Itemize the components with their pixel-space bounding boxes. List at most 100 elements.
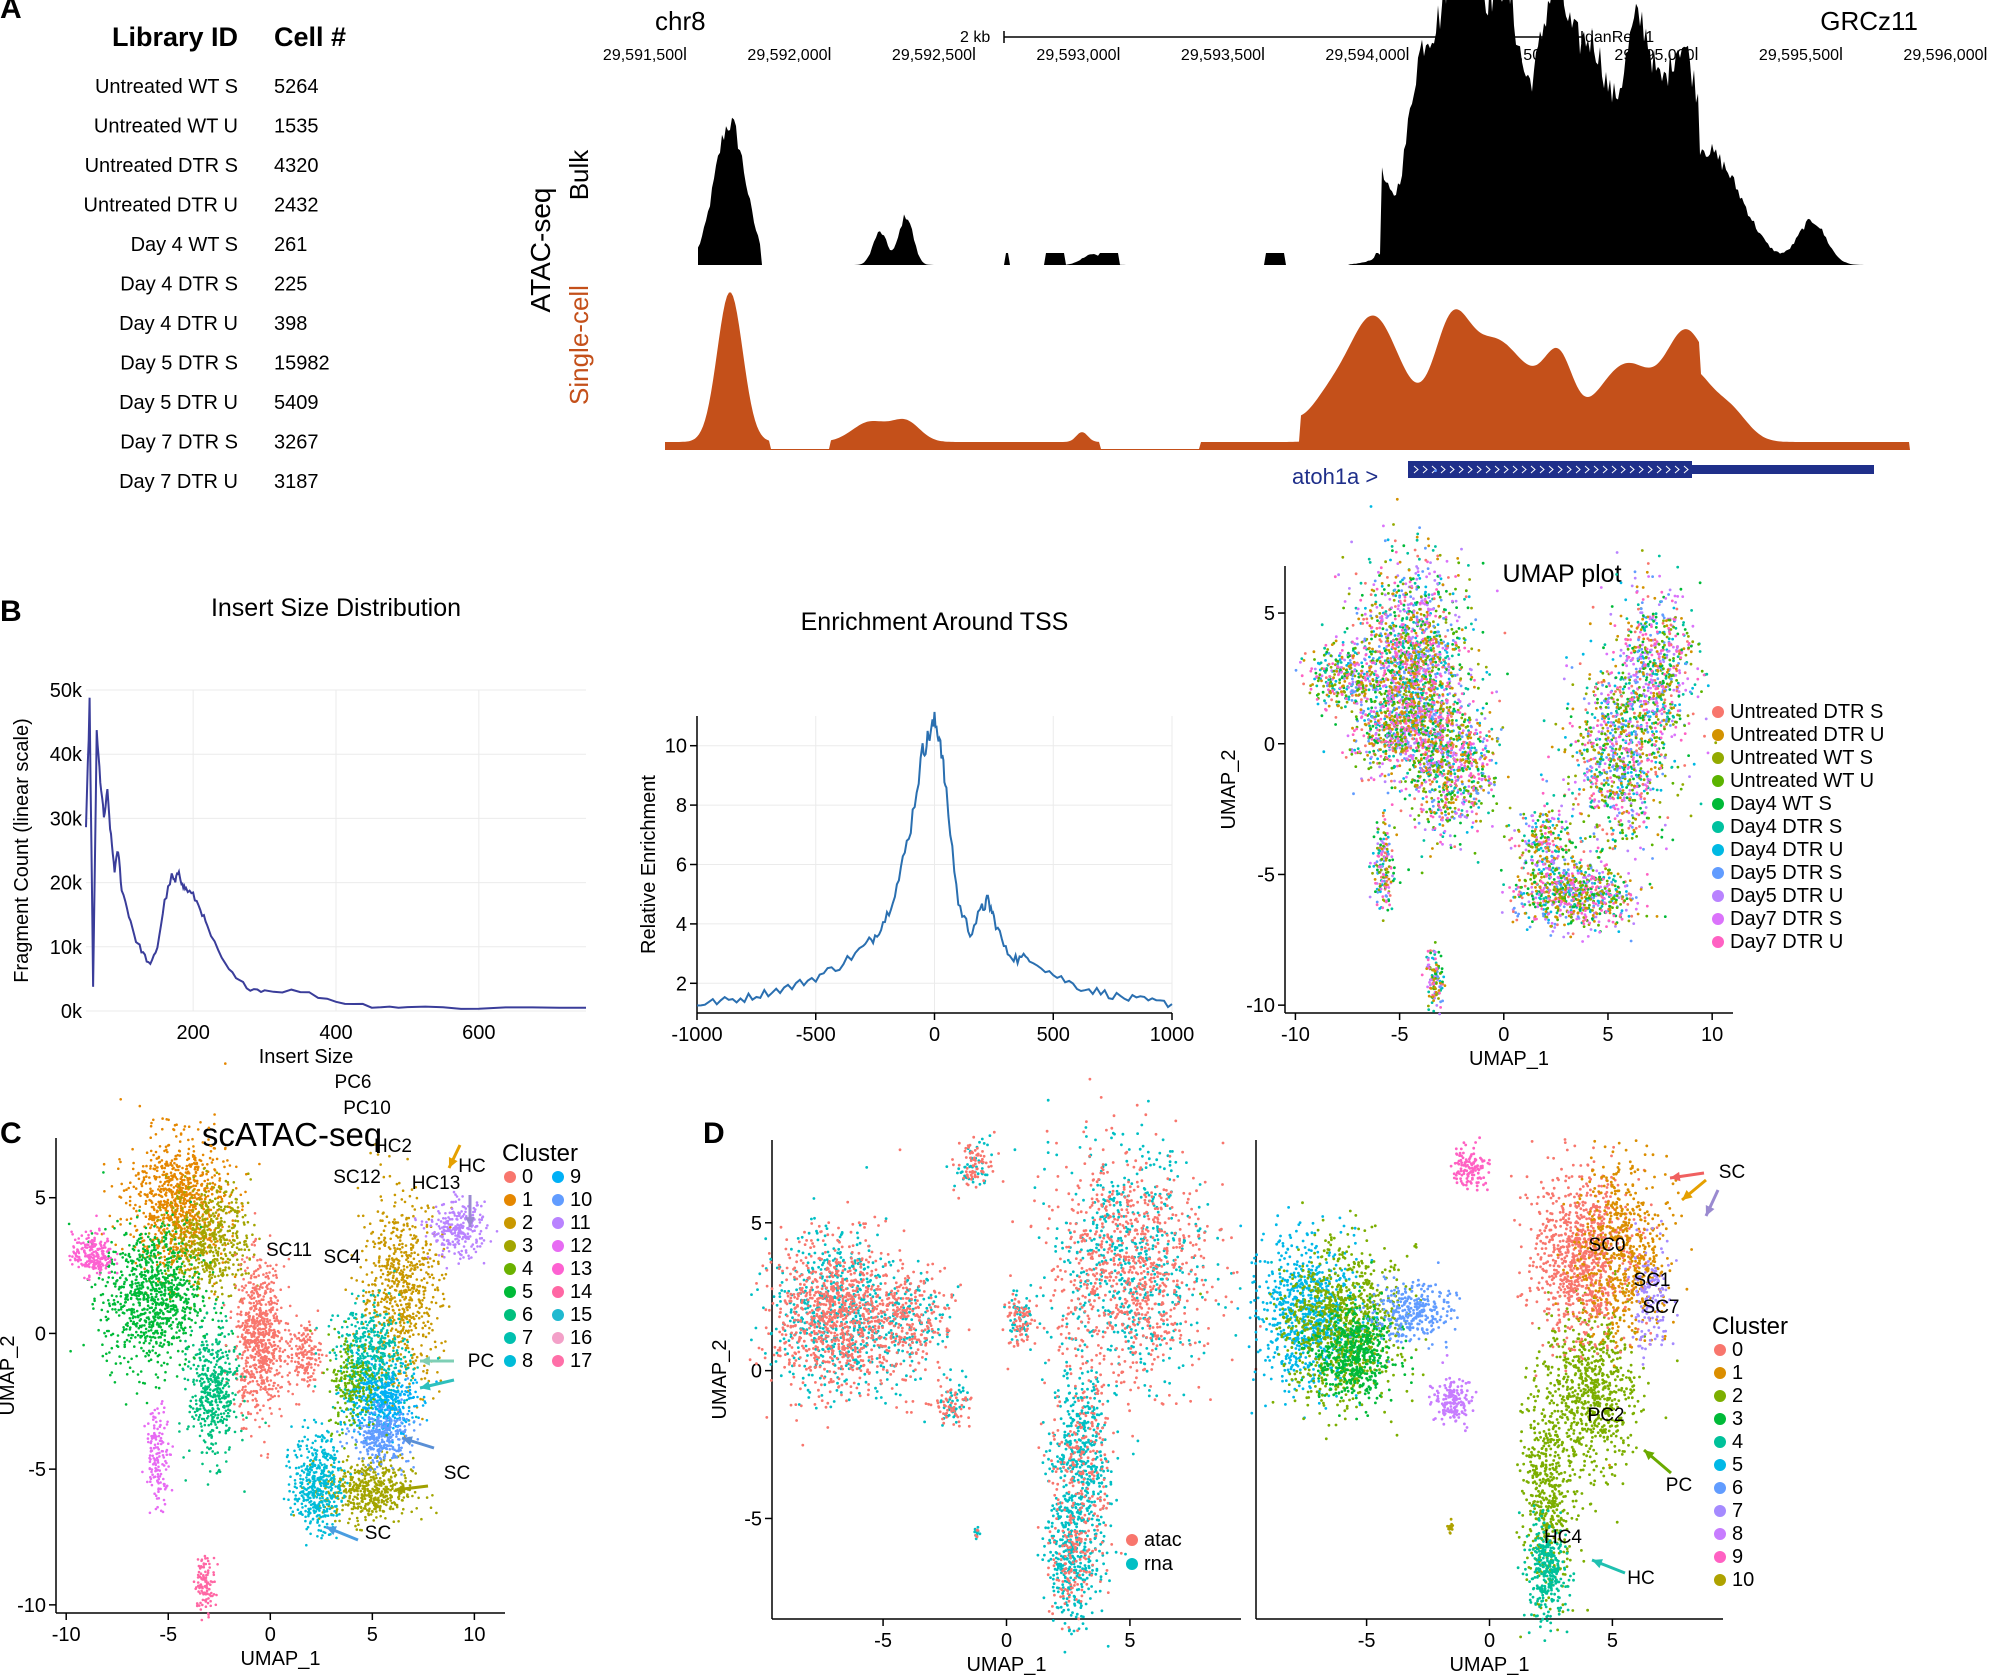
library-id-cell: Untreated DTR U [84, 195, 239, 217]
library-id-cell: Day 5 DTR U [119, 392, 238, 414]
strand-arrow [1476, 465, 1482, 474]
y-axis-label: UMAP_2 [0, 1335, 19, 1415]
legend-swatch [504, 1171, 516, 1183]
legend-swatch [504, 1217, 516, 1229]
y-tick-label: 20k [50, 873, 83, 895]
legend-label: 2 [522, 1212, 533, 1234]
y-tick-label: 10k [50, 937, 83, 959]
scatter-points [309, 1320, 388, 1450]
strand-arrow [1566, 465, 1572, 474]
y-axis-label: UMAP_2 [1218, 749, 1240, 829]
y-tick-label: 5 [35, 1188, 46, 1210]
bulk-atac-track [698, 0, 1880, 265]
scatter-points [1446, 1517, 1455, 1535]
x-tick-label: 600 [462, 1022, 495, 1044]
legend-swatch [504, 1355, 516, 1367]
cluster-label: SC1 [1634, 1270, 1671, 1291]
library-id-cell: Day 4 WT S [131, 234, 238, 256]
annotation-arrowhead [1670, 1171, 1681, 1182]
x-tick-label: 500 [1037, 1024, 1070, 1046]
y-tick-label: 0 [1264, 734, 1275, 756]
legend-label: 17 [570, 1350, 592, 1372]
x-tick-label: 5 [367, 1624, 378, 1646]
x-tick-label: 10 [1701, 1024, 1723, 1046]
y-tick-label: 30k [50, 808, 83, 830]
legend-swatch [504, 1286, 516, 1298]
legend-swatch [1714, 1459, 1726, 1471]
legend-label: 15 [570, 1304, 592, 1326]
legend-swatch [552, 1332, 564, 1344]
strand-arrow [1458, 465, 1464, 474]
legend-swatch [552, 1194, 564, 1206]
y-tick-label: -5 [1257, 864, 1275, 886]
library-id-cell: Day 4 DTR U [119, 313, 238, 335]
legend-label: 5 [522, 1281, 533, 1303]
legend-swatch [552, 1217, 564, 1229]
legend-label: 12 [570, 1235, 592, 1257]
legend-label: 7 [1732, 1500, 1743, 1522]
x-tick-label: 10 [463, 1624, 485, 1646]
legend-swatch [1712, 775, 1724, 787]
legend-swatch [504, 1332, 516, 1344]
y-tick-label: -10 [17, 1595, 46, 1617]
legend-swatch [1712, 890, 1724, 902]
cell-count-header: Cell # [274, 22, 346, 52]
chart-title: Insert Size Distribution [211, 594, 461, 622]
legend-swatch [1712, 729, 1724, 741]
legend-swatch [1712, 913, 1724, 925]
annotation-arrowhead [1644, 1450, 1655, 1461]
strand-arrow [1413, 465, 1419, 474]
scatter-points [1449, 1136, 1491, 1192]
strand-arrow [1422, 465, 1428, 474]
legend-swatch [1714, 1528, 1726, 1540]
legend-label: 4 [1732, 1431, 1743, 1453]
legend-label: 1 [1732, 1362, 1743, 1384]
ruler-position-label: 29,593,500 [1181, 47, 1261, 64]
cell-count-cell: 225 [274, 274, 307, 296]
strand-arrow [1449, 465, 1455, 474]
legend-label: Day5 DTR S [1730, 862, 1842, 884]
single-cell-atac-track [665, 292, 1910, 450]
annotation-arrowhead [402, 1436, 413, 1446]
legend-swatch [1714, 1344, 1726, 1356]
legend-label: 8 [1732, 1523, 1743, 1545]
x-tick-label: 5 [1124, 1630, 1135, 1652]
scatter-points [1302, 539, 1706, 997]
legend-swatch [1714, 1551, 1726, 1563]
legend-label: 1 [522, 1189, 533, 1211]
track-group-label: ATAC-seq [525, 188, 556, 313]
cluster-label: SC4 [324, 1247, 361, 1268]
scatter-points [336, 1377, 422, 1476]
ruler-position-label: 29,595,500 [1759, 47, 1839, 64]
umap-library-chart: -10 -5 0 5 10 -10 -5 0 5 UMAP_1 UMAP_2 UMAP plot Unt… [1218, 469, 1885, 1070]
x-tick-label: -5 [1358, 1630, 1376, 1652]
strand-arrow [1485, 465, 1491, 474]
cluster-label: HC4 [1544, 1527, 1582, 1548]
scatter-points [1427, 1354, 1478, 1433]
gene-strand-arrows [1413, 465, 1689, 474]
legend-swatch [504, 1263, 516, 1275]
legend-label: Day5 DTR U [1730, 885, 1843, 907]
legend-swatch [1712, 936, 1724, 948]
legend-label: Untreated DTR S [1730, 701, 1883, 723]
strand-arrow [1584, 465, 1590, 474]
bulk-track-label: Bulk [564, 149, 594, 201]
x-tick-label: 5 [1607, 1630, 1618, 1652]
legend-swatch [1714, 1482, 1726, 1494]
y-axis-label: Fragment Count (linear scale) [11, 718, 33, 983]
legend-label: 5 [1732, 1454, 1743, 1476]
cell-count-cell: 4320 [274, 155, 319, 177]
x-tick-label: 0 [929, 1024, 940, 1046]
scatter-points [1348, 1261, 1462, 1364]
legend-label: 11 [570, 1212, 591, 1234]
cell-count-cell: 261 [274, 234, 307, 256]
ruler-position-label: 29,592,500 [892, 47, 972, 64]
series-line [85, 697, 586, 1010]
x-tick-label: 400 [319, 1022, 352, 1044]
legend-swatch [1714, 1413, 1726, 1425]
strand-arrow [1530, 465, 1536, 474]
x-tick-label: 5 [1602, 1024, 1613, 1046]
browser-scale: 2 kb [960, 29, 990, 46]
y-tick-label: 0k [61, 1001, 83, 1023]
